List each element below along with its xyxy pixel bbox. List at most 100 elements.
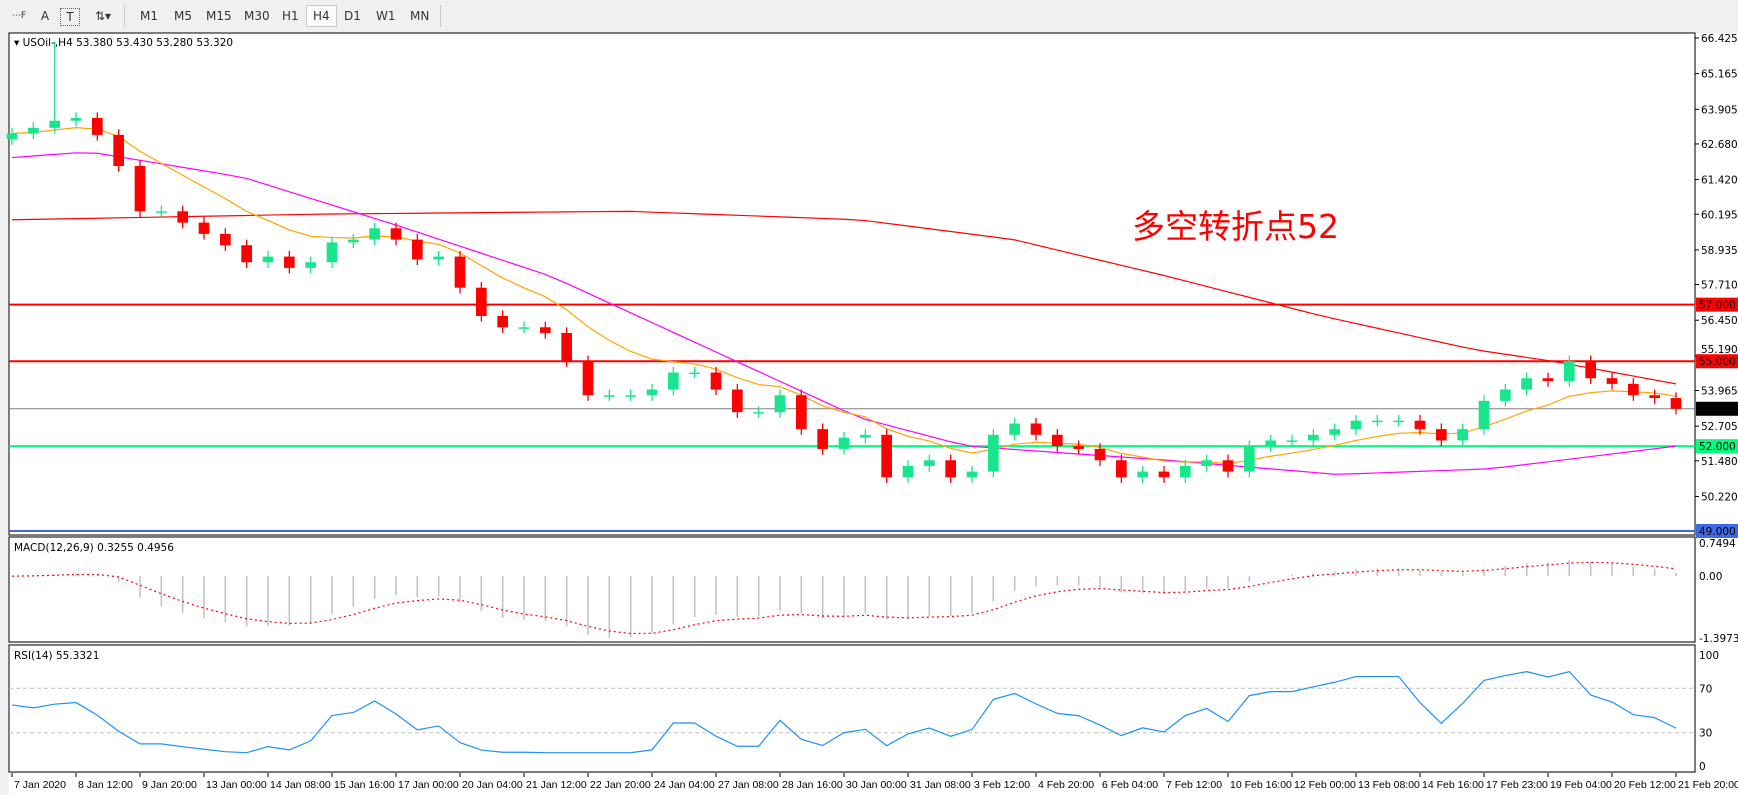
candle-body [1158, 471, 1170, 478]
candle-body [92, 117, 103, 135]
candle-body [1521, 378, 1532, 390]
candle-body [838, 437, 850, 449]
rsi-panel [8, 644, 1696, 773]
candle-body [1265, 440, 1276, 447]
macd-tick-label: 0.7494 [1699, 538, 1736, 550]
candle [1073, 440, 1084, 455]
ma-fast-line [11, 127, 1677, 465]
candle-body [1073, 446, 1084, 449]
candle [540, 321, 551, 339]
candle [1265, 434, 1276, 452]
candle [1244, 440, 1255, 478]
candle-body [369, 228, 380, 240]
candle-body [1350, 420, 1362, 430]
candle [1329, 423, 1340, 441]
time-tick-label: 24 Jan 04:00 [654, 779, 715, 791]
candle-body [881, 434, 892, 478]
candle [198, 216, 210, 240]
timeframe-d1-button[interactable]: D1 [344, 9, 361, 23]
candle-body [156, 211, 167, 213]
candle-body [860, 434, 871, 438]
candle-body [28, 127, 39, 134]
candle [774, 389, 786, 418]
candle [1436, 423, 1447, 447]
candle [92, 112, 103, 141]
candle [1457, 423, 1468, 447]
candle-body [646, 389, 658, 396]
candle [241, 239, 252, 268]
candle [625, 389, 636, 401]
candle [284, 250, 295, 274]
candle [988, 429, 999, 478]
text-tool-icon[interactable]: A [40, 9, 50, 23]
shapes-dropdown-icon[interactable]: ⇅▾ [94, 9, 112, 23]
candle [28, 122, 39, 140]
candle-body [49, 120, 60, 128]
candle [305, 256, 316, 274]
candle [1201, 454, 1212, 472]
candle [902, 460, 914, 483]
timeframe-w1-button[interactable]: W1 [376, 9, 396, 23]
candle-body [6, 133, 18, 140]
grid-f-icon[interactable]: ⋯F [11, 11, 27, 21]
candle-body [668, 372, 679, 390]
candle [70, 112, 82, 127]
candle-body [1052, 434, 1063, 447]
candle-body [1457, 429, 1468, 441]
price-tick-label: 61.420 [1701, 175, 1738, 187]
candle [1500, 383, 1511, 407]
candle-body [817, 429, 828, 449]
time-tick-label: 13 Jan 00:00 [206, 779, 267, 791]
timeframe-h1-button[interactable]: H1 [282, 9, 299, 23]
time-tick-label: 30 Jan 00:00 [846, 779, 907, 791]
candle-body [134, 166, 146, 212]
candle [1393, 415, 1404, 427]
rsi-line [11, 670, 1677, 754]
price-tick-label: 56.450 [1701, 315, 1738, 327]
candle-body [1606, 378, 1618, 384]
timeframe-m30-button[interactable]: M30 [244, 9, 270, 23]
candle [412, 233, 423, 266]
text-label-tool-icon[interactable]: T [60, 8, 80, 26]
time-tick-label: 17 Feb 23:00 [1486, 779, 1548, 791]
candle-body [433, 256, 444, 260]
candle [1137, 465, 1148, 483]
price-tick-label: 62.680 [1701, 139, 1738, 151]
price-tick-label: 66.425 [1701, 33, 1738, 45]
candle [1094, 443, 1106, 466]
time-tick-label: 31 Jan 08:00 [910, 779, 971, 791]
candle [476, 282, 487, 322]
timeframe-m5-button[interactable]: M5 [174, 9, 192, 23]
candle [1116, 454, 1127, 483]
time-tick-label: 6 Feb 04:00 [1102, 779, 1158, 791]
timeframe-mn-button[interactable]: MN [410, 9, 430, 23]
macd-panel [8, 536, 1696, 643]
price-label-box [1696, 297, 1738, 312]
candle [732, 383, 743, 418]
price-label: 53.320 [1699, 404, 1736, 416]
timeframe-h4-button[interactable]: H4 [306, 5, 337, 27]
candle [1628, 378, 1639, 401]
rsi-tick-label: 0 [1699, 761, 1706, 773]
price-label-box [1696, 439, 1738, 454]
candle-body [710, 372, 722, 390]
candle [1521, 372, 1532, 396]
candle-body [945, 460, 956, 478]
timeframe-m1-button[interactable]: M1 [140, 9, 158, 23]
time-tick-label: 12 Feb 00:00 [1294, 779, 1356, 791]
candle-body [390, 228, 402, 240]
candle [1052, 429, 1063, 452]
candle-body [1137, 471, 1148, 478]
price-label-box [1696, 354, 1738, 369]
candle-body [476, 287, 487, 316]
price-tick-label: 65.165 [1701, 69, 1738, 81]
candle-body [1308, 434, 1319, 441]
timeframe-m15-button[interactable]: M15 [206, 9, 232, 23]
candle [1649, 389, 1660, 404]
price-tick-label: 52.705 [1701, 421, 1738, 433]
time-tick-label: 28 Jan 16:00 [782, 779, 843, 791]
price-label: 49.000 [1699, 526, 1736, 538]
price-label-box [1696, 524, 1738, 538]
candle-body [220, 233, 231, 246]
